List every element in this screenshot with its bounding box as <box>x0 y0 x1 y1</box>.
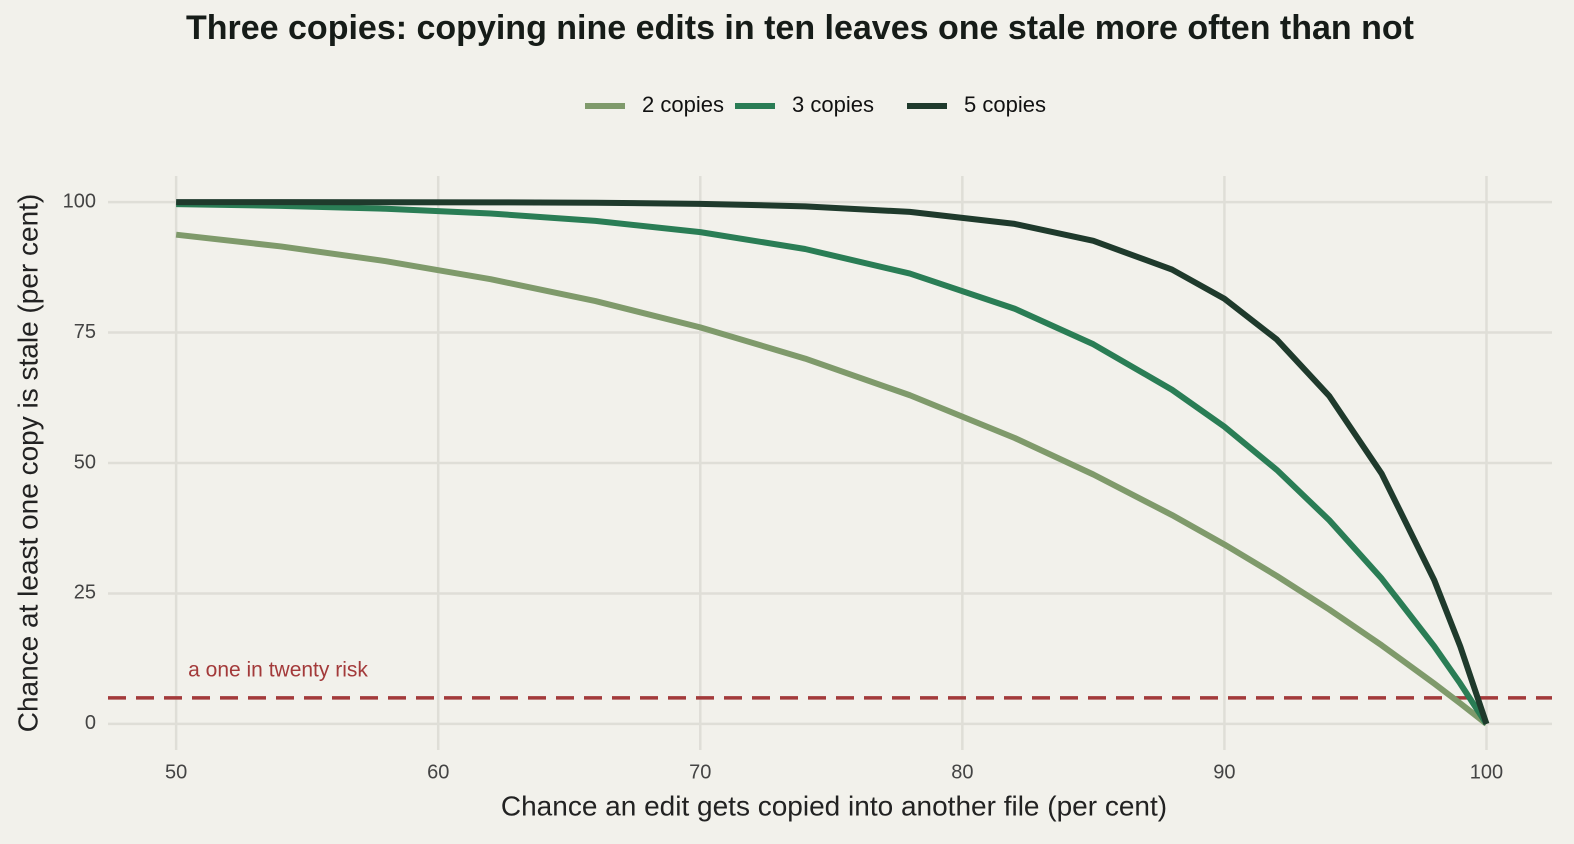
series-line <box>176 199 1490 725</box>
chart-title: Three copies: copying nine edits in ten … <box>186 9 1414 47</box>
y-axis-label: Chance at least one copy is stale (per c… <box>12 194 43 733</box>
series-line <box>176 201 1489 726</box>
x-axis-label: Chance an edit gets copied into another … <box>501 790 1167 821</box>
x-tick-label: 80 <box>951 761 973 783</box>
series-line <box>175 231 1489 727</box>
y-tick-label: 50 <box>74 451 96 473</box>
x-tick-label: 70 <box>689 761 711 783</box>
y-tick-label: 25 <box>74 582 96 604</box>
y-tick-label: 0 <box>85 712 96 734</box>
legend-label: 2 copies <box>642 92 724 117</box>
x-tick-label: 60 <box>427 761 449 783</box>
legend-label: 5 copies <box>964 92 1046 117</box>
x-tick-label: 50 <box>165 761 187 783</box>
y-tick-label: 100 <box>63 190 96 212</box>
legend-label: 3 copies <box>792 92 874 117</box>
x-tick-label: 100 <box>1470 761 1503 783</box>
reference-label: a one in twenty risk <box>188 658 368 681</box>
y-tick-label: 75 <box>74 321 96 343</box>
x-tick-label: 90 <box>1213 761 1235 783</box>
